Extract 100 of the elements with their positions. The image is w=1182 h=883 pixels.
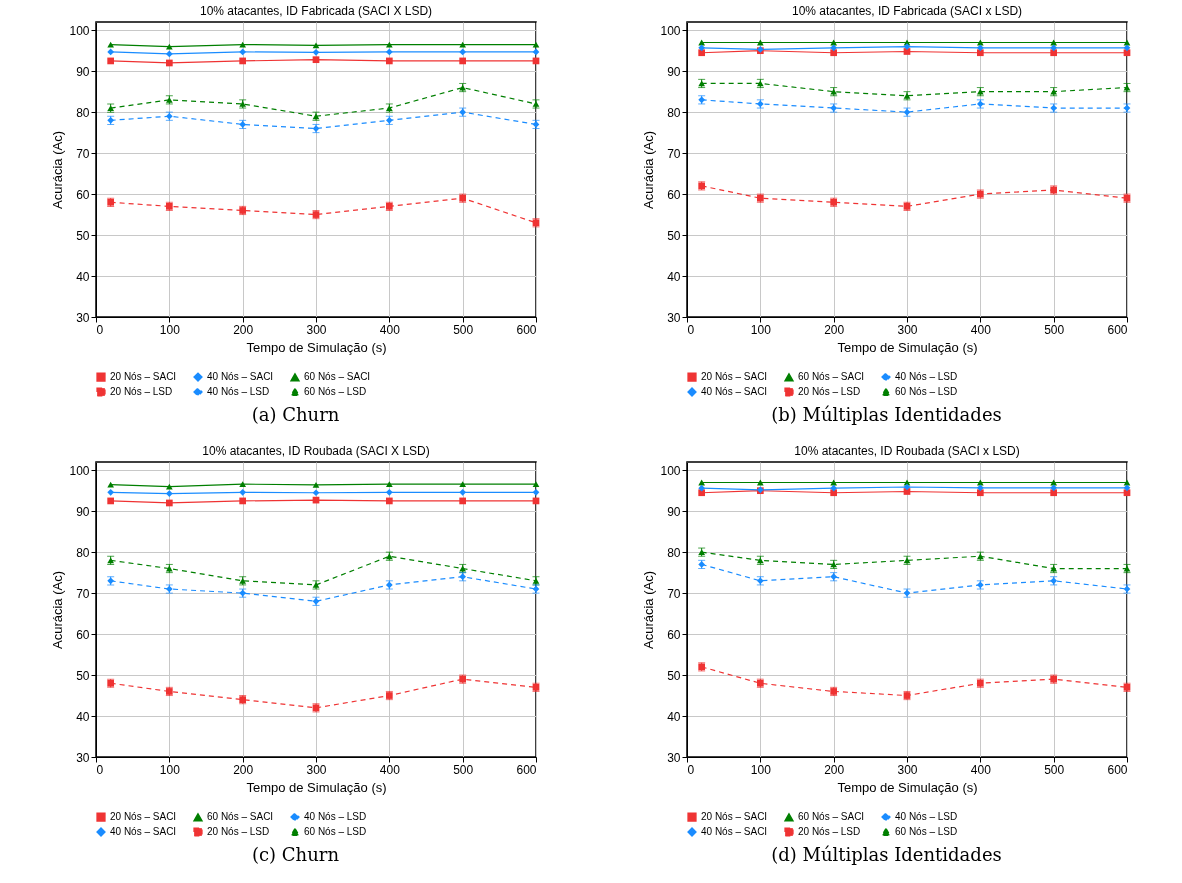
y-tick-label: 60 — [76, 187, 90, 202]
y-tick-label: 60 — [667, 187, 681, 202]
point — [532, 41, 540, 48]
y-tick-label: 90 — [76, 504, 90, 519]
legend-label: 40 Nós – SACI — [701, 826, 768, 837]
x-tick-label: 600 — [1107, 322, 1128, 337]
x-axis-title: Tempo de Simulação (s) — [837, 779, 978, 795]
point — [385, 488, 393, 496]
text: (b) Múltiplas Identidades — [771, 404, 1002, 425]
x-tick-label: 500 — [1044, 762, 1065, 777]
point — [698, 484, 706, 492]
point — [165, 499, 173, 507]
legend-label: 20 Nós – SACI — [110, 811, 177, 823]
point — [312, 489, 320, 497]
point — [239, 48, 247, 56]
x-tick-label: 500 — [453, 762, 474, 777]
x-tick-label: 0 — [96, 762, 104, 777]
point — [459, 497, 467, 505]
y-tick-label: 80 — [76, 545, 90, 560]
point — [976, 484, 984, 492]
chart-title: 10% atacantes, ID Roubada (SACI x LSD) — [794, 444, 1020, 458]
point — [385, 48, 393, 56]
point — [532, 48, 540, 56]
x-axis-title: Tempo de Simulação (s) — [246, 779, 387, 795]
x-tick-label: 500 — [1044, 322, 1065, 337]
point — [976, 49, 984, 57]
text: (c) Churn — [251, 844, 339, 865]
point — [312, 56, 320, 64]
point — [385, 57, 393, 65]
legend-label: 20 Nós – LSD — [798, 826, 861, 837]
point — [312, 482, 320, 488]
y-tick-label: 70 — [76, 146, 90, 161]
x-tick-label: 100 — [750, 322, 772, 337]
y-tick-label: 80 — [667, 545, 681, 560]
point — [1123, 479, 1131, 486]
point — [239, 497, 247, 505]
x-tick-label: 200 — [824, 322, 845, 337]
y-tick-label: 100 — [660, 23, 681, 38]
x-tick-label: 300 — [897, 322, 918, 337]
y-tick-label: 100 — [660, 463, 681, 478]
legend-label: 60 Nós – LSD — [304, 826, 367, 837]
x-tick-label: 500 — [453, 322, 474, 337]
point — [1123, 44, 1131, 52]
point — [459, 488, 467, 496]
legend-label: 40 Nós – SACI — [110, 826, 177, 837]
x-tick-label: 100 — [750, 762, 772, 777]
point — [698, 44, 706, 52]
legend-label: 60 Nós – LSD — [304, 386, 367, 397]
x-tick-label: 600 — [516, 762, 537, 777]
y-tick-label: 80 — [667, 105, 681, 120]
point — [976, 44, 984, 52]
x-tick-label: 100 — [159, 322, 181, 337]
y-tick-label: 90 — [667, 504, 681, 519]
y-tick-label: 90 — [667, 64, 681, 79]
x-tick-label: 200 — [824, 762, 845, 777]
y-tick-label: 30 — [76, 750, 90, 765]
x-tick-label: 300 — [897, 762, 918, 777]
x-tick-label: 200 — [233, 322, 254, 337]
legend-label: 60 Nós – SACI — [304, 371, 371, 383]
y-tick-label: 30 — [76, 310, 90, 325]
x-tick-label: 0 — [687, 762, 695, 777]
point — [385, 481, 393, 488]
point — [312, 48, 320, 56]
x-tick-label: 400 — [970, 322, 992, 337]
x-tick-label: 0 — [687, 322, 695, 337]
legend-label: 60 Nós – SACI — [798, 371, 865, 383]
point — [830, 484, 838, 492]
point — [165, 59, 173, 67]
x-tick-label: 300 — [306, 322, 327, 337]
x-axis-title: Tempo de Simulação (s) — [246, 339, 387, 355]
x-tick-label: 200 — [233, 762, 254, 777]
legend-label: 40 Nós – LSD — [895, 371, 958, 383]
point — [107, 488, 115, 496]
point — [532, 481, 540, 488]
x-tick-label: 400 — [379, 322, 401, 337]
y-tick-label: 50 — [76, 668, 90, 683]
legend-label: 20 Nós – LSD — [798, 386, 861, 397]
point — [165, 50, 173, 58]
point — [107, 48, 115, 56]
y-tick-label: 70 — [667, 586, 681, 601]
chart-title: 10% atacantes, ID Fabricada (SACI X LSD) — [199, 4, 433, 18]
y-tick-label: 50 — [76, 228, 90, 243]
point — [459, 481, 467, 488]
legend-label: 40 Nós – LSD — [895, 811, 958, 823]
point — [459, 48, 467, 56]
point — [312, 42, 320, 49]
y-tick-label: 30 — [667, 750, 681, 765]
y-tick-label: 40 — [667, 709, 681, 724]
point — [385, 497, 393, 505]
legend-label: 60 Nós – LSD — [895, 826, 958, 837]
y-tick-label: 100 — [69, 23, 90, 38]
x-tick-label: 600 — [1107, 762, 1128, 777]
legend-label: 20 Nós – LSD — [110, 386, 173, 397]
point — [1123, 39, 1131, 46]
y-tick-label: 60 — [76, 627, 90, 642]
text: (d) Múltiplas Identidades — [771, 844, 1002, 865]
y-tick-label: 60 — [667, 627, 681, 642]
point — [107, 57, 115, 65]
y-axis-title: Acurácia (Ac) — [50, 130, 66, 210]
legend-label: 40 Nós – LSD — [207, 386, 270, 397]
